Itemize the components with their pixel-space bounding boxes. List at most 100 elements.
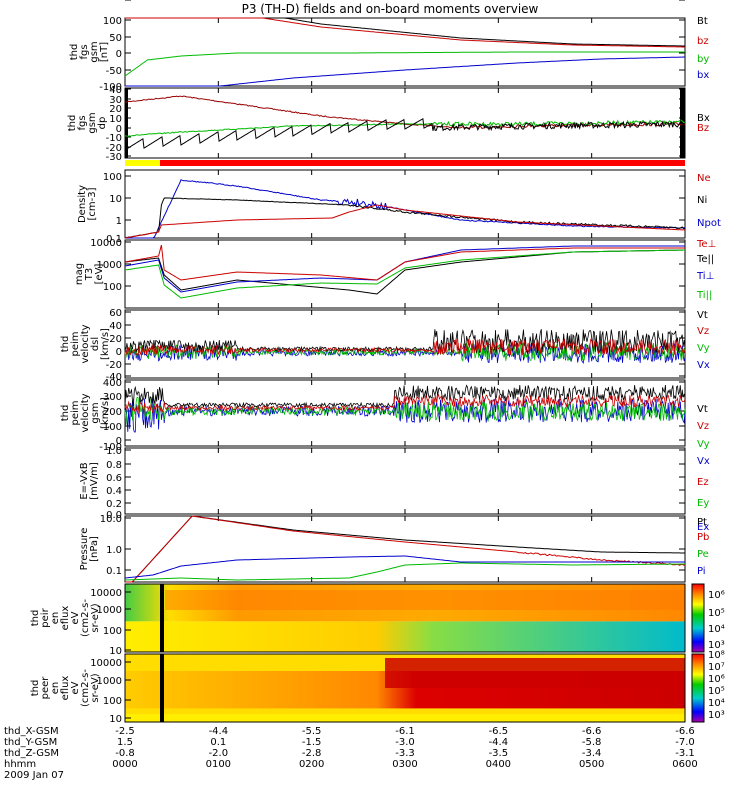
y-tick-label: 20 [109,334,122,345]
ion-spectrogram-low [125,621,685,652]
y-tick-label: 100 [103,422,122,433]
y-axis-label: peim [70,331,81,356]
y-tick-label: 40 [109,85,122,96]
y-tick-label: 0 [116,436,122,447]
mode-bar-yellow [125,160,160,166]
orbit-value: -3.1 [675,748,695,759]
y-axis-label: [cm-3] [87,187,98,220]
legend-entry: Vt [697,310,708,321]
time-tick-label: 0400 [486,759,511,770]
y-axis-label: T3 [84,268,95,281]
legend-entry: Ex [697,522,709,533]
y-tick-label: 40 [109,321,122,332]
legend-entry: Ne [697,173,711,184]
y-axis-label: dp [97,117,108,130]
colorbar-label: 10⁵ [708,608,725,619]
orbit-value: -5.5 [302,726,322,737]
y-tick-label: -200 [99,0,122,3]
y-axis-label: gsm [90,402,101,423]
legend-entry: bz [697,36,709,47]
y-tick-label: -400 [99,0,122,3]
colorbar-label: 10³ [708,710,725,721]
series-green [124,119,686,137]
y-tick-label: 100 [103,282,122,293]
orbit-value: -2.8 [302,748,322,759]
y-tick-label: 1 [116,216,122,227]
orbit-labels: thd_X-GSM -2.5 -4.4 -5.5 -6.1 -6.5 -6.6 -6.6 thd… [4,726,698,781]
panel-elec_spec: 10000 1000 100 10 thd peer en eflux eV (cm2-s-sr-… [30,650,725,725]
y-axis-label: [km/s] [100,397,111,429]
colorbar-label: 10⁴ [708,698,725,709]
y-tick-label: 10000 [90,238,122,249]
colorbar-label: 10³ [708,640,725,651]
legend-entry: Ni [697,195,707,206]
y-axis-label: mag [74,263,85,285]
y-tick-label: 0.8 [106,460,122,471]
y-tick-label: 10 [109,714,122,725]
series-Pe [125,562,685,581]
y-tick-label: 50 [109,33,122,44]
y-axis-label: en [50,682,61,695]
y-axis-label: dsl [90,337,101,351]
panel-velem: 60 40 20 0 -20-40 thd peim velocity dsl [km/s] Vt V… [60,308,710,383]
y-axis-label: (cm2-s- [80,669,91,707]
y-tick-label: 200 [103,407,122,418]
orbit-value: -6.5 [489,726,509,737]
colorbar-label: 10⁸ [708,650,725,661]
y-axis-label: sr-eV) [90,673,101,702]
y-axis-label: Density [77,185,88,223]
time-tick-label: 0600 [672,759,697,770]
orbit-value: -3.0 [395,737,415,748]
y-axis-label: (cm2-s- [80,599,91,637]
orbit-value: -6.6 [675,726,695,737]
legend-entry: Vt [697,404,708,415]
ion-spectrogram-band [165,590,685,610]
y-tick-label: 1.0 [106,545,122,556]
series-Ti-par [124,249,685,299]
y-tick-label: -10 [106,133,122,144]
series-Bx [124,118,686,151]
legend-entry: Vy [697,343,710,354]
orbit-value: 0.1 [210,737,226,748]
panel-frame [124,169,686,239]
y-tick-label: 1000 [97,605,122,616]
y-tick-label: 400 [103,378,122,389]
time-tick-label: 0300 [392,759,417,770]
time-tick-label: 0000 [112,759,137,770]
y-tick-label: 10 [109,646,122,657]
series-Ne [124,204,686,239]
y-tick-label: 100 [103,16,122,27]
panel-frame [124,515,686,583]
y-tick-label: -30 [106,152,122,163]
legend-entry: Vx [697,456,710,467]
series-Pt [125,515,685,583]
legend-entry: Bt [697,16,708,27]
colorbar-ion [691,583,705,653]
series-Pi [124,555,685,579]
orbit-value: -3.4 [582,748,602,759]
y-axis-label: fgs [79,44,90,59]
y-tick-label: 300 [103,392,122,403]
orbit-value: -2.0 [209,748,229,759]
y-axis-label: eV [70,681,81,694]
y-tick-label: -300 [99,0,122,3]
y-tick-label: 60 [109,308,122,319]
y-tick-label: -100 [99,82,122,93]
legend-entry: by [697,54,709,65]
data-gap [160,654,164,722]
elec-spectrogram-low [125,714,685,722]
orbit-value: -3.3 [395,748,415,759]
y-tick-label: 0 [116,347,122,358]
y-axis-label: [nT] [99,42,110,62]
legend-entry: Vz [697,326,709,337]
date-label: 2009 Jan 07 [4,770,64,781]
y-tick-label: 10000 [90,658,122,669]
legend-entry: Pt [697,517,707,528]
series-Pb [125,515,686,583]
panel-fgs: 100 50 0 -50 -100 thd fgs gsm [nT] Bt bz by bx [69,16,709,93]
panel-frame [124,239,686,309]
y-tick-label: 0 [116,49,122,60]
